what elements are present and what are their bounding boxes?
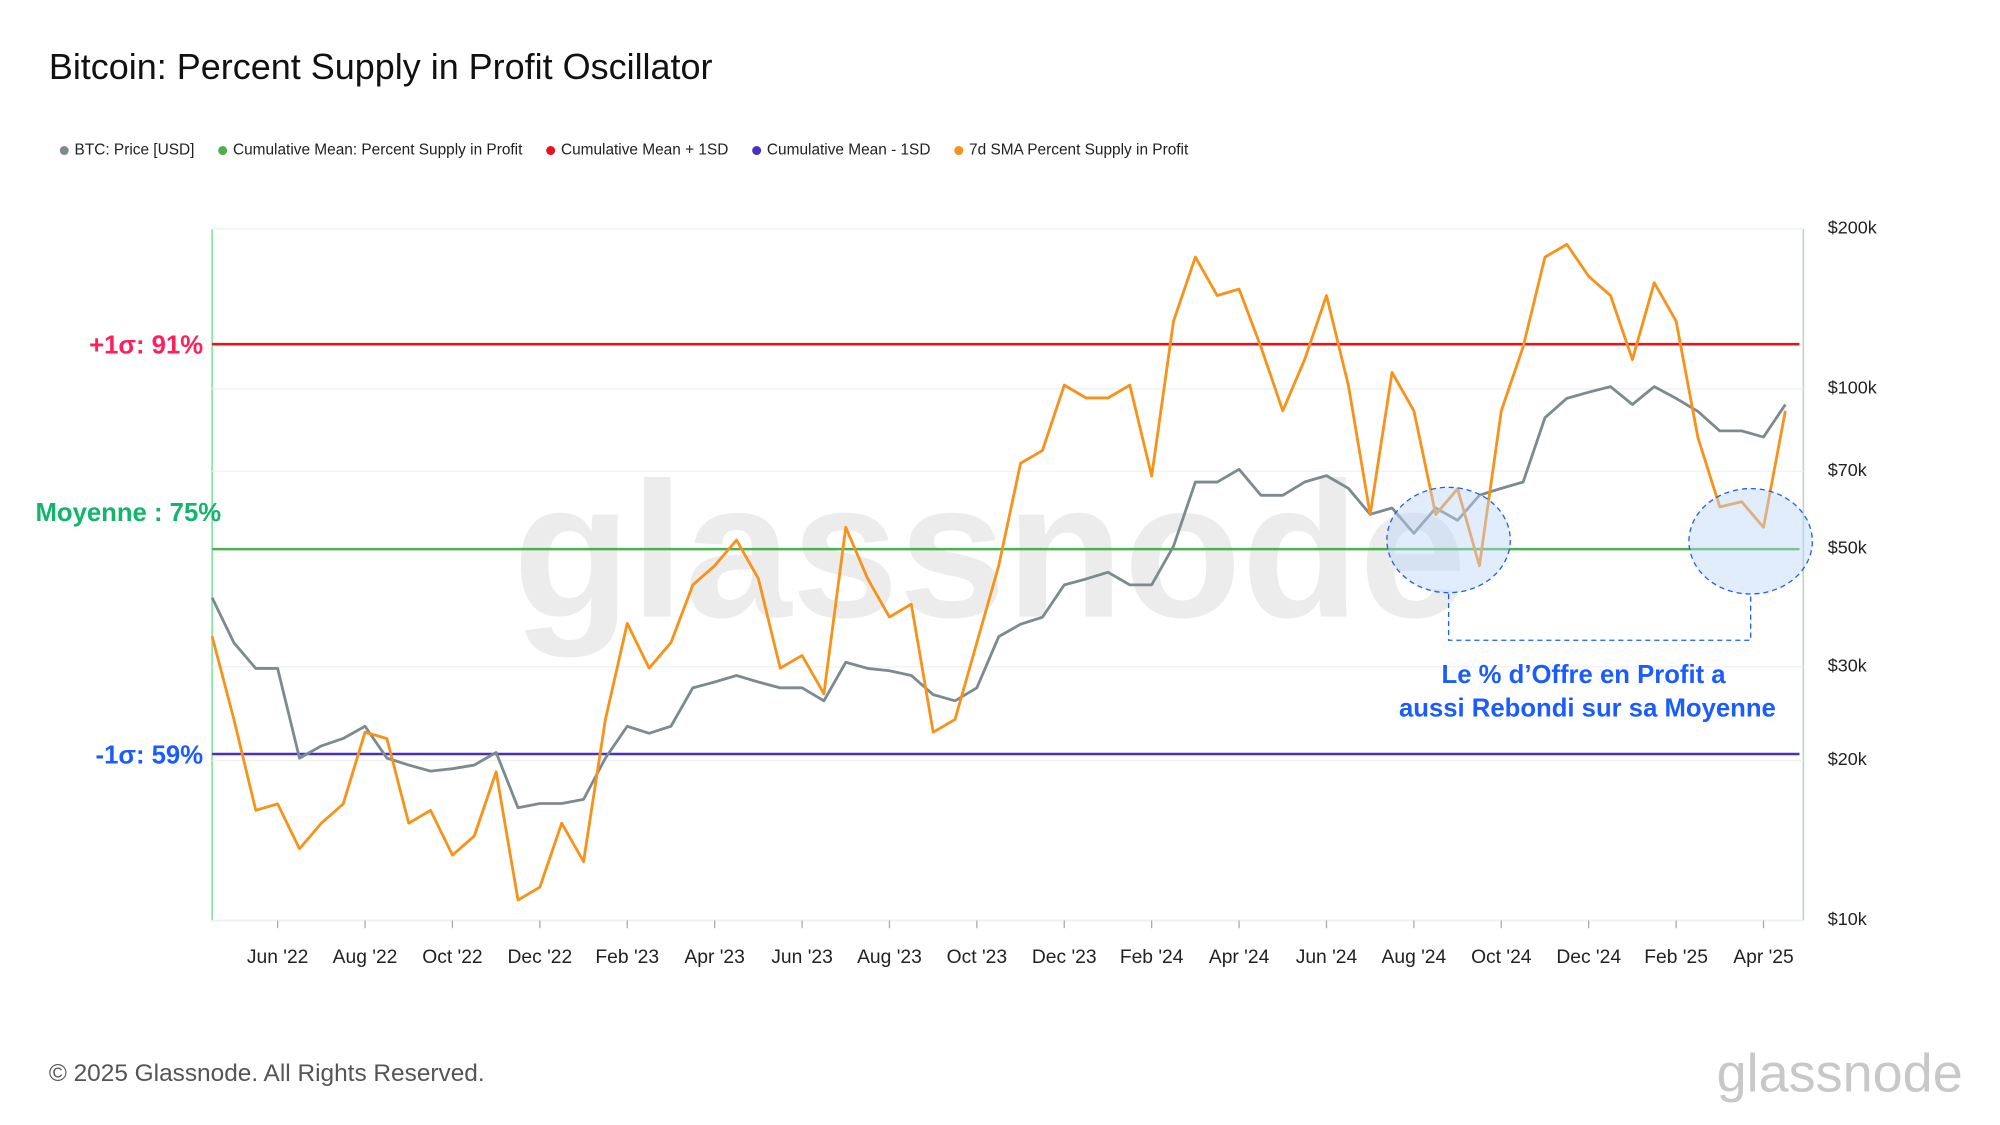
chart-title: Bitcoin: Percent Supply in Profit Oscill… [49, 46, 713, 87]
y2-tick-label: $20k [1828, 749, 1868, 769]
legend-marker [59, 146, 69, 156]
reference-label: Moyenne : 75% [36, 499, 222, 527]
line-series [210, 242, 1787, 902]
x-tick-label: Jun '22 [247, 947, 309, 968]
x-tick-label: Oct '24 [1471, 947, 1532, 968]
legend-label: 7d SMA Percent Supply in Profit [969, 142, 1189, 159]
x-tick-label: Aug '23 [857, 947, 922, 968]
y2-tick-label: $200k [1828, 218, 1878, 238]
x-tick-label: Jun '24 [1296, 947, 1358, 968]
x-tick-label: Dec '22 [507, 947, 572, 968]
x-tick-label: Apr '23 [684, 947, 744, 968]
reference-label: -1σ: 59% [96, 741, 204, 769]
legend-marker [954, 146, 964, 156]
annotation: aussi Rebondi sur sa Moyenne [1399, 694, 1776, 722]
legend-label: Cumulative Mean: Percent Supply in Profi… [233, 142, 523, 159]
highlight-ellipse [1688, 487, 1813, 595]
x-tick-label: Dec '24 [1556, 947, 1621, 968]
bracket [1447, 593, 1752, 641]
y2-tick-label: $70k [1828, 460, 1868, 480]
reference-label: +1σ: 91% [89, 332, 203, 360]
legend-marker [546, 146, 556, 156]
x-tick-label: Oct '22 [422, 947, 482, 968]
x-tick-label: Aug '24 [1382, 947, 1447, 968]
x-tick-label: Oct '23 [947, 947, 1007, 968]
x-tick-label: Feb '23 [595, 947, 659, 968]
legend-marker [752, 146, 762, 156]
y2-tick-label: $10k [1828, 909, 1868, 929]
logo: glassnode [1717, 1044, 1963, 1104]
x-tick-label: Apr '25 [1733, 947, 1793, 968]
x-tick-label: Aug '22 [333, 947, 398, 968]
legend-label: BTC: Price [USD] [75, 142, 195, 159]
y2-tick-label: $100k [1828, 378, 1878, 398]
legend-marker [218, 146, 228, 156]
highlight-ellipse [1386, 486, 1511, 594]
legend-label: Cumulative Mean + 1SD [561, 142, 728, 159]
annotation-group: Le % d’Offre en Profit a aussi Rebondi s… [1386, 486, 1813, 722]
y2-tick-label: $30k [1828, 656, 1868, 676]
x-tick-label: Apr '24 [1209, 947, 1270, 968]
x-tick-label: Feb '25 [1644, 947, 1708, 968]
x-tick-label: Jun '23 [771, 947, 833, 968]
x-tick-label: Dec '23 [1032, 947, 1097, 968]
y2-tick-label: $50k [1828, 538, 1868, 558]
legend-label: Cumulative Mean - 1SD [767, 142, 931, 159]
line-series [210, 385, 1787, 810]
x-tick-label: Feb '24 [1120, 947, 1184, 968]
annotation: Le % d’Offre en Profit a [1442, 661, 1727, 689]
footer: © 2025 Glassnode. All Rights Reserved. [49, 1060, 485, 1087]
